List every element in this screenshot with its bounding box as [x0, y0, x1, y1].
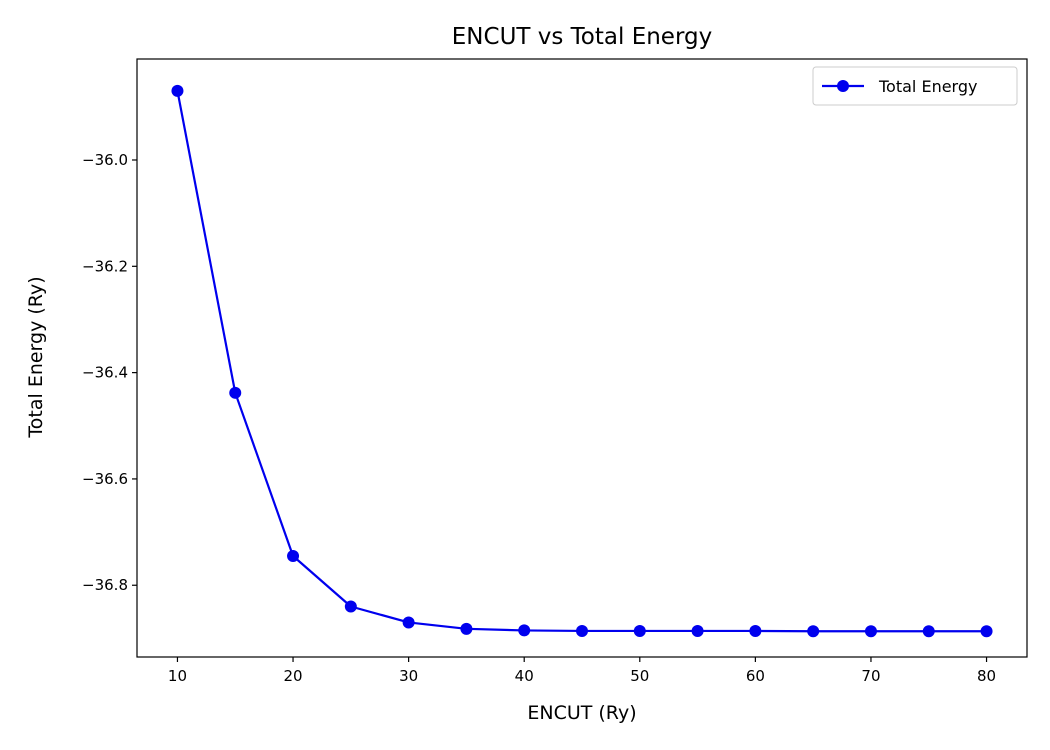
x-tick-label: 30 [399, 667, 418, 685]
y-tick-label: −36.4 [82, 364, 128, 382]
x-tick-label: 40 [515, 667, 534, 685]
legend-box [812, 66, 1018, 106]
x-axis-label: ENCUT (Ry) [527, 702, 636, 724]
data-point [229, 386, 242, 399]
x-tick-label: 70 [861, 667, 880, 685]
y-axis-ticks: −36.0 −36.2 −36.4 −36.6 −36.8 [82, 151, 137, 594]
chart-title: ENCUT vs Total Energy [452, 24, 712, 50]
data-point [749, 624, 762, 637]
y-tick-label: −36.0 [82, 151, 128, 169]
plot-area [136, 58, 1028, 658]
x-tick-label: 20 [283, 667, 302, 685]
axes-frame [136, 58, 1028, 658]
data-point [980, 625, 993, 638]
y-tick-label: −36.8 [82, 576, 128, 594]
data-point [460, 622, 473, 635]
data-point [171, 84, 184, 97]
legend-label: Total Energy [878, 77, 977, 96]
y-tick-label: −36.2 [82, 257, 128, 275]
data-point [576, 624, 588, 637]
data-point [633, 624, 646, 637]
y-tick-label: −36.6 [82, 470, 128, 488]
x-tick-label: 80 [977, 667, 996, 685]
legend: Total Energy [812, 66, 1018, 106]
data-point [287, 550, 300, 563]
data-point [344, 600, 357, 613]
legend-marker [837, 80, 849, 92]
data-point [864, 625, 877, 638]
data-point [402, 616, 415, 629]
x-tick-label: 60 [746, 667, 765, 685]
x-tick-label: 10 [168, 667, 187, 685]
data-point [691, 624, 704, 637]
y-axis-label: Total Energy (Ry) [25, 276, 47, 438]
data-point [518, 624, 531, 637]
x-tick-label: 50 [630, 667, 649, 685]
data-point [922, 625, 935, 638]
x-axis-ticks: 10 20 30 40 50 60 70 80 [168, 657, 996, 685]
data-point [807, 625, 820, 638]
series-layer [171, 84, 993, 638]
